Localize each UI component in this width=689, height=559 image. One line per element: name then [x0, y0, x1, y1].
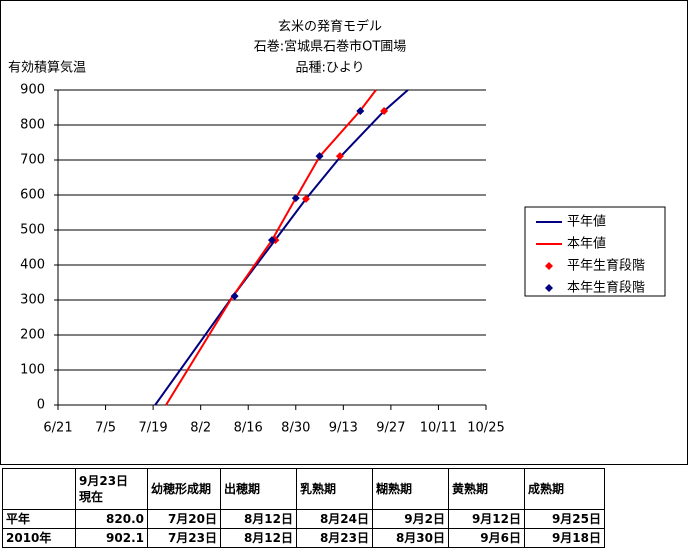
- table-cell: 平年: [2, 509, 76, 529]
- table-cell: 8月12日: [220, 528, 297, 548]
- table-cell: 乳熟期: [296, 468, 373, 510]
- stage-marker: [268, 236, 276, 245]
- table-cell: 9月18日: [524, 528, 605, 548]
- table-cell: 7月23日: [147, 528, 221, 548]
- table-cell: 9月2日: [372, 509, 449, 529]
- legend-label: 平年生育段階: [567, 258, 645, 274]
- x-tick-label: 10/25: [467, 421, 504, 436]
- y-tick-label: 500: [20, 223, 45, 238]
- table-cell: 902.1: [75, 528, 148, 548]
- y-axis-label: 有効積算気温: [8, 60, 86, 76]
- series-line: [154, 89, 409, 406]
- table-cell: 8月23日: [296, 528, 373, 548]
- y-tick-label: 200: [20, 328, 45, 343]
- x-tick-label: 9/27: [376, 421, 405, 436]
- stage-marker: [230, 292, 239, 301]
- table-cell: 幼穂形成期: [147, 468, 221, 510]
- x-tick-label: 10/11: [420, 421, 457, 436]
- legend-label: 本年値: [567, 236, 606, 252]
- table-cell: 9月12日: [448, 509, 525, 529]
- table-cell: 出穂期: [220, 468, 297, 510]
- data-table: 9月23日 現在 幼穂形成期 出穂期 乳熟期 糊熟期 黄熟期 成熟期 平年 820.0 7月20日…: [2, 468, 605, 548]
- y-tick-label: 800: [20, 118, 45, 133]
- x-tick-label: 7/5: [95, 421, 116, 436]
- table-row: 9月23日 現在 幼穂形成期 出穂期 乳熟期 糊熟期 黄熟期 成熟期: [2, 468, 605, 510]
- table-cell: 黄熟期: [448, 468, 525, 510]
- y-tick-label: 100: [20, 363, 45, 378]
- y-tick-label: 900: [20, 83, 45, 98]
- y-tick-label: 300: [20, 293, 45, 308]
- legend-swatch: [545, 284, 553, 292]
- chart-subtitle: 石巻:宮城県石巻市OT圃場: [254, 39, 407, 55]
- table-cell: 820.0: [75, 509, 148, 529]
- table-cell: 8月30日: [372, 528, 449, 548]
- stage-marker: [301, 194, 310, 203]
- table-cell: 7月20日: [147, 509, 221, 529]
- stage-marker: [380, 107, 389, 115]
- y-tick-label: 600: [20, 188, 45, 203]
- legend-swatch: [545, 262, 553, 270]
- table-cell: 8月12日: [220, 509, 297, 529]
- chart: 玄米の発育モデル 石巻:宮城県石巻市OT圃場 品種:ひより 有効積算気温 0 10…: [0, 0, 688, 465]
- table-cell: 2010年: [2, 528, 76, 548]
- x-tick-label: 9/13: [329, 421, 358, 436]
- chart-title: 玄米の発育モデル: [278, 19, 382, 35]
- x-tick-label: 8/2: [190, 421, 211, 436]
- x-tick-label: 8/16: [234, 421, 263, 436]
- table-cell: 9月25日: [524, 509, 605, 529]
- stage-marker: [291, 194, 300, 203]
- table-cell: [2, 468, 76, 510]
- x-tick-label: 8/30: [281, 421, 310, 436]
- y-tick-label: 400: [20, 258, 45, 273]
- table-cell: 糊熟期: [372, 468, 449, 510]
- table-row: 2010年 902.1 7月23日 8月12日 8月23日 8月30日 9月6日 9月18日: [2, 528, 605, 548]
- table-row: 平年 820.0 7月20日 8月12日 8月24日 9月2日 9月12日 9月25日: [2, 509, 605, 529]
- y-tick-label: 700: [20, 153, 45, 168]
- stage-marker: [335, 152, 344, 161]
- legend-label: 本年生育段階: [567, 280, 645, 296]
- chart-subtitle: 品種:ひより: [295, 60, 364, 76]
- table-cell: 9月6日: [448, 528, 525, 548]
- stage-marker: [315, 152, 324, 161]
- table-cell: 成熟期: [524, 468, 605, 510]
- legend-label: 平年値: [567, 214, 606, 230]
- chart-border: [0, 0, 688, 465]
- x-tick-label: 6/21: [43, 421, 72, 436]
- series-line: [165, 89, 377, 406]
- x-tick-label: 7/19: [139, 421, 168, 436]
- stage-marker: [356, 107, 365, 115]
- table-cell: 8月24日: [296, 509, 373, 529]
- table-cell: 9月23日 現在: [75, 468, 148, 510]
- y-tick-label: 0: [37, 398, 45, 413]
